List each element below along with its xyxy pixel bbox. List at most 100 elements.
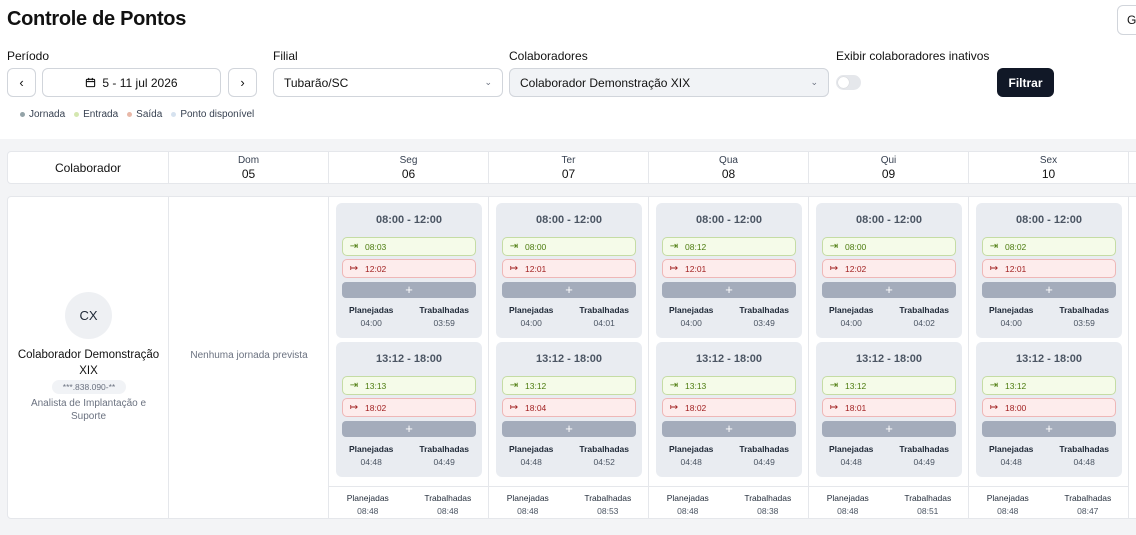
- punch-time: 18:01: [845, 402, 867, 413]
- saida-icon: ↦: [989, 263, 999, 274]
- stat-value: 04:49: [753, 457, 775, 467]
- stat-value: 04:48: [840, 457, 862, 467]
- stat-trabalhadas: Trabalhadas 04:49: [899, 444, 949, 467]
- stat-planejadas: Planejadas 04:48: [349, 444, 393, 467]
- punch-entrada[interactable]: ⇥ 13:13: [342, 376, 476, 395]
- day-cell-dom: Nenhuma jornada prevista: [169, 197, 329, 518]
- chevron-left-icon: ‹: [19, 75, 24, 90]
- stat-label: Planejadas: [508, 444, 554, 454]
- punch-entrada[interactable]: ⇥ 08:03: [342, 237, 476, 256]
- entrada-icon: ⇥: [829, 380, 839, 391]
- punch-entrada[interactable]: ⇥ 08:00: [822, 237, 956, 256]
- add-punch-button[interactable]: +: [662, 421, 796, 437]
- punch-entrada[interactable]: ⇥ 08:02: [982, 237, 1116, 256]
- saida-icon: ↦: [509, 402, 519, 413]
- stat-label: Planejadas: [986, 493, 1029, 503]
- saida-icon: ↦: [829, 263, 839, 274]
- punch-time: 18:02: [685, 402, 707, 413]
- shift-range: 13:12 - 18:00: [375, 353, 443, 365]
- shift-card: 13:12 - 18:00 ⇥ 13:13 ↦ 18:02 + Planejad…: [656, 342, 802, 477]
- day-name: Qui: [880, 154, 897, 166]
- day-header-ter: Ter 07: [489, 152, 649, 183]
- add-punch-button[interactable]: +: [502, 421, 636, 437]
- stat-value: 08:48: [677, 506, 699, 516]
- punch-saida[interactable]: ↦ 18:04: [502, 398, 636, 417]
- filtrar-button[interactable]: Filtrar: [997, 68, 1054, 97]
- add-punch-button[interactable]: +: [822, 282, 956, 298]
- punch-entrada[interactable]: ⇥ 13:12: [822, 376, 956, 395]
- stat-planejadas: Planejadas 04:48: [989, 444, 1033, 467]
- day-name: Sex: [1039, 154, 1058, 166]
- punch-time: 13:12: [845, 380, 867, 391]
- chevron-right-icon: ›: [240, 75, 245, 90]
- add-punch-button[interactable]: +: [342, 421, 476, 437]
- entrada-icon: ⇥: [989, 241, 999, 252]
- punch-entrada[interactable]: ⇥ 08:00: [502, 237, 636, 256]
- stat-value: 08:48: [437, 506, 459, 516]
- punch-entrada[interactable]: ⇥ 08:12: [662, 237, 796, 256]
- day-name: Ter: [561, 154, 576, 166]
- stat-trabalhadas: Trabalhadas 04:48: [1059, 444, 1109, 467]
- employee-role: Analista de Implantação e Suporte: [30, 398, 147, 422]
- punch-time: 12:01: [525, 263, 547, 274]
- chevron-down-icon: ⌄: [810, 77, 818, 87]
- punch-saida[interactable]: ↦ 18:01: [822, 398, 956, 417]
- punch-entrada[interactable]: ⇥ 13:12: [982, 376, 1116, 395]
- add-punch-button[interactable]: +: [342, 282, 476, 298]
- stat-label: Planejadas: [668, 444, 714, 454]
- stat-label: Planejadas: [828, 305, 874, 315]
- date-range-text: 5 - 11 jul 2026: [102, 75, 178, 90]
- stat-label: Planejadas: [346, 493, 389, 503]
- top-right-button[interactable]: G: [1117, 5, 1136, 35]
- day-header-dom: Dom 05: [169, 152, 329, 183]
- punch-saida[interactable]: ↦ 12:02: [342, 259, 476, 278]
- punch-time: 18:00: [1005, 402, 1027, 413]
- total-trabalhadas: Trabalhadas 08:38: [744, 493, 791, 518]
- punch-saida[interactable]: ↦ 12:01: [982, 259, 1116, 278]
- filial-select[interactable]: Tubarão/SC ⌄: [273, 68, 503, 97]
- punch-saida[interactable]: ↦ 18:02: [342, 398, 476, 417]
- date-range-picker[interactable]: 5 - 11 jul 2026: [42, 68, 221, 97]
- stat-label: Trabalhadas: [744, 493, 792, 503]
- punch-saida[interactable]: ↦ 18:02: [662, 398, 796, 417]
- next-week-button[interactable]: ›: [228, 68, 257, 97]
- stat-value: 04:00: [520, 318, 542, 328]
- add-punch-button[interactable]: +: [662, 282, 796, 298]
- add-punch-button[interactable]: +: [982, 421, 1116, 437]
- stat-label: Planejadas: [988, 444, 1034, 454]
- punch-saida[interactable]: ↦ 18:00: [982, 398, 1116, 417]
- colaboradores-select[interactable]: Colaborador Demonstração XIX ⌄: [509, 68, 829, 97]
- stat-label: Trabalhadas: [899, 305, 949, 315]
- entrada-icon: ⇥: [669, 380, 679, 391]
- stat-planejadas: Planejadas 04:00: [829, 305, 873, 328]
- punch-entrada[interactable]: ⇥ 13:13: [662, 376, 796, 395]
- day-totals: Planejadas 08:48 Trabalhadas 08:51: [809, 486, 969, 518]
- filial-label: Filial: [273, 49, 298, 63]
- inativos-toggle[interactable]: [836, 75, 861, 90]
- add-punch-button[interactable]: +: [502, 282, 636, 298]
- legend-dot: [74, 112, 80, 117]
- punch-time: 13:13: [365, 380, 387, 391]
- total-planejadas: Planejadas 08:48: [987, 493, 1029, 518]
- punch-entrada[interactable]: ⇥ 13:12: [502, 376, 636, 395]
- stat-trabalhadas: Trabalhadas 03:49: [739, 305, 789, 328]
- prev-week-button[interactable]: ‹: [7, 68, 36, 97]
- punch-saida[interactable]: ↦ 12:02: [822, 259, 956, 278]
- add-punch-button[interactable]: +: [822, 421, 956, 437]
- add-punch-button[interactable]: +: [982, 282, 1116, 298]
- entrada-icon: ⇥: [989, 380, 999, 391]
- saida-icon: ↦: [509, 263, 519, 274]
- punch-time: 12:01: [1005, 263, 1027, 274]
- stat-value: 04:49: [913, 457, 935, 467]
- stat-planejadas: Planejadas 04:48: [669, 444, 713, 467]
- punch-saida[interactable]: ↦ 12:01: [662, 259, 796, 278]
- punch-saida[interactable]: ↦ 12:01: [502, 259, 636, 278]
- day-cell: 08:00 - 12:00 ⇥ 08:03 ↦ 12:02 + Planejad…: [329, 197, 489, 518]
- shift-range: 08:00 - 12:00: [535, 214, 603, 226]
- stat-label: Planejadas: [506, 493, 549, 503]
- saida-icon: ↦: [669, 402, 679, 413]
- filial-value: Tubarão/SC: [284, 75, 349, 90]
- day-header-qua: Qua 08: [649, 152, 809, 183]
- colaborador-header: Colaborador: [8, 152, 169, 183]
- stat-trabalhadas: Trabalhadas 03:59: [419, 305, 469, 328]
